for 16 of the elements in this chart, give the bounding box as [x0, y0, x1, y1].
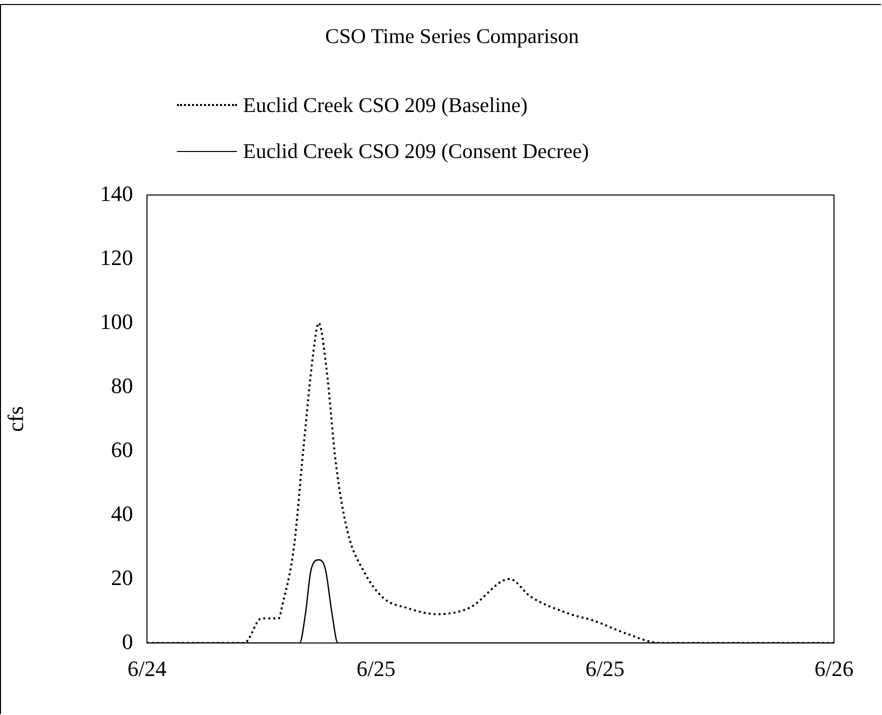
- x-tick-label: 6/24: [127, 656, 167, 681]
- x-tick-label: 6/26: [814, 656, 854, 681]
- legend-label: Euclid Creek CSO 209 (Consent Decree): [243, 138, 589, 164]
- y-tick-label: 140: [100, 180, 133, 206]
- x-tick-label: 6/25: [356, 656, 396, 681]
- chart-title: CSO Time Series Comparison: [324, 24, 580, 49]
- legend-label: Euclid Creek CSO 209 (Baseline): [243, 92, 528, 118]
- y-tick-label: 120: [100, 244, 133, 270]
- y-tick-label: 60: [111, 436, 133, 462]
- y-tick-label: 0: [122, 628, 133, 654]
- x-tick-label: 6/25: [585, 656, 625, 681]
- y-axis-title: cfs: [2, 406, 28, 432]
- y-tick-label: 100: [100, 308, 133, 334]
- y-tick-label: 40: [111, 500, 133, 526]
- y-tick-label: 20: [111, 564, 133, 590]
- y-tick-label: 80: [111, 372, 133, 398]
